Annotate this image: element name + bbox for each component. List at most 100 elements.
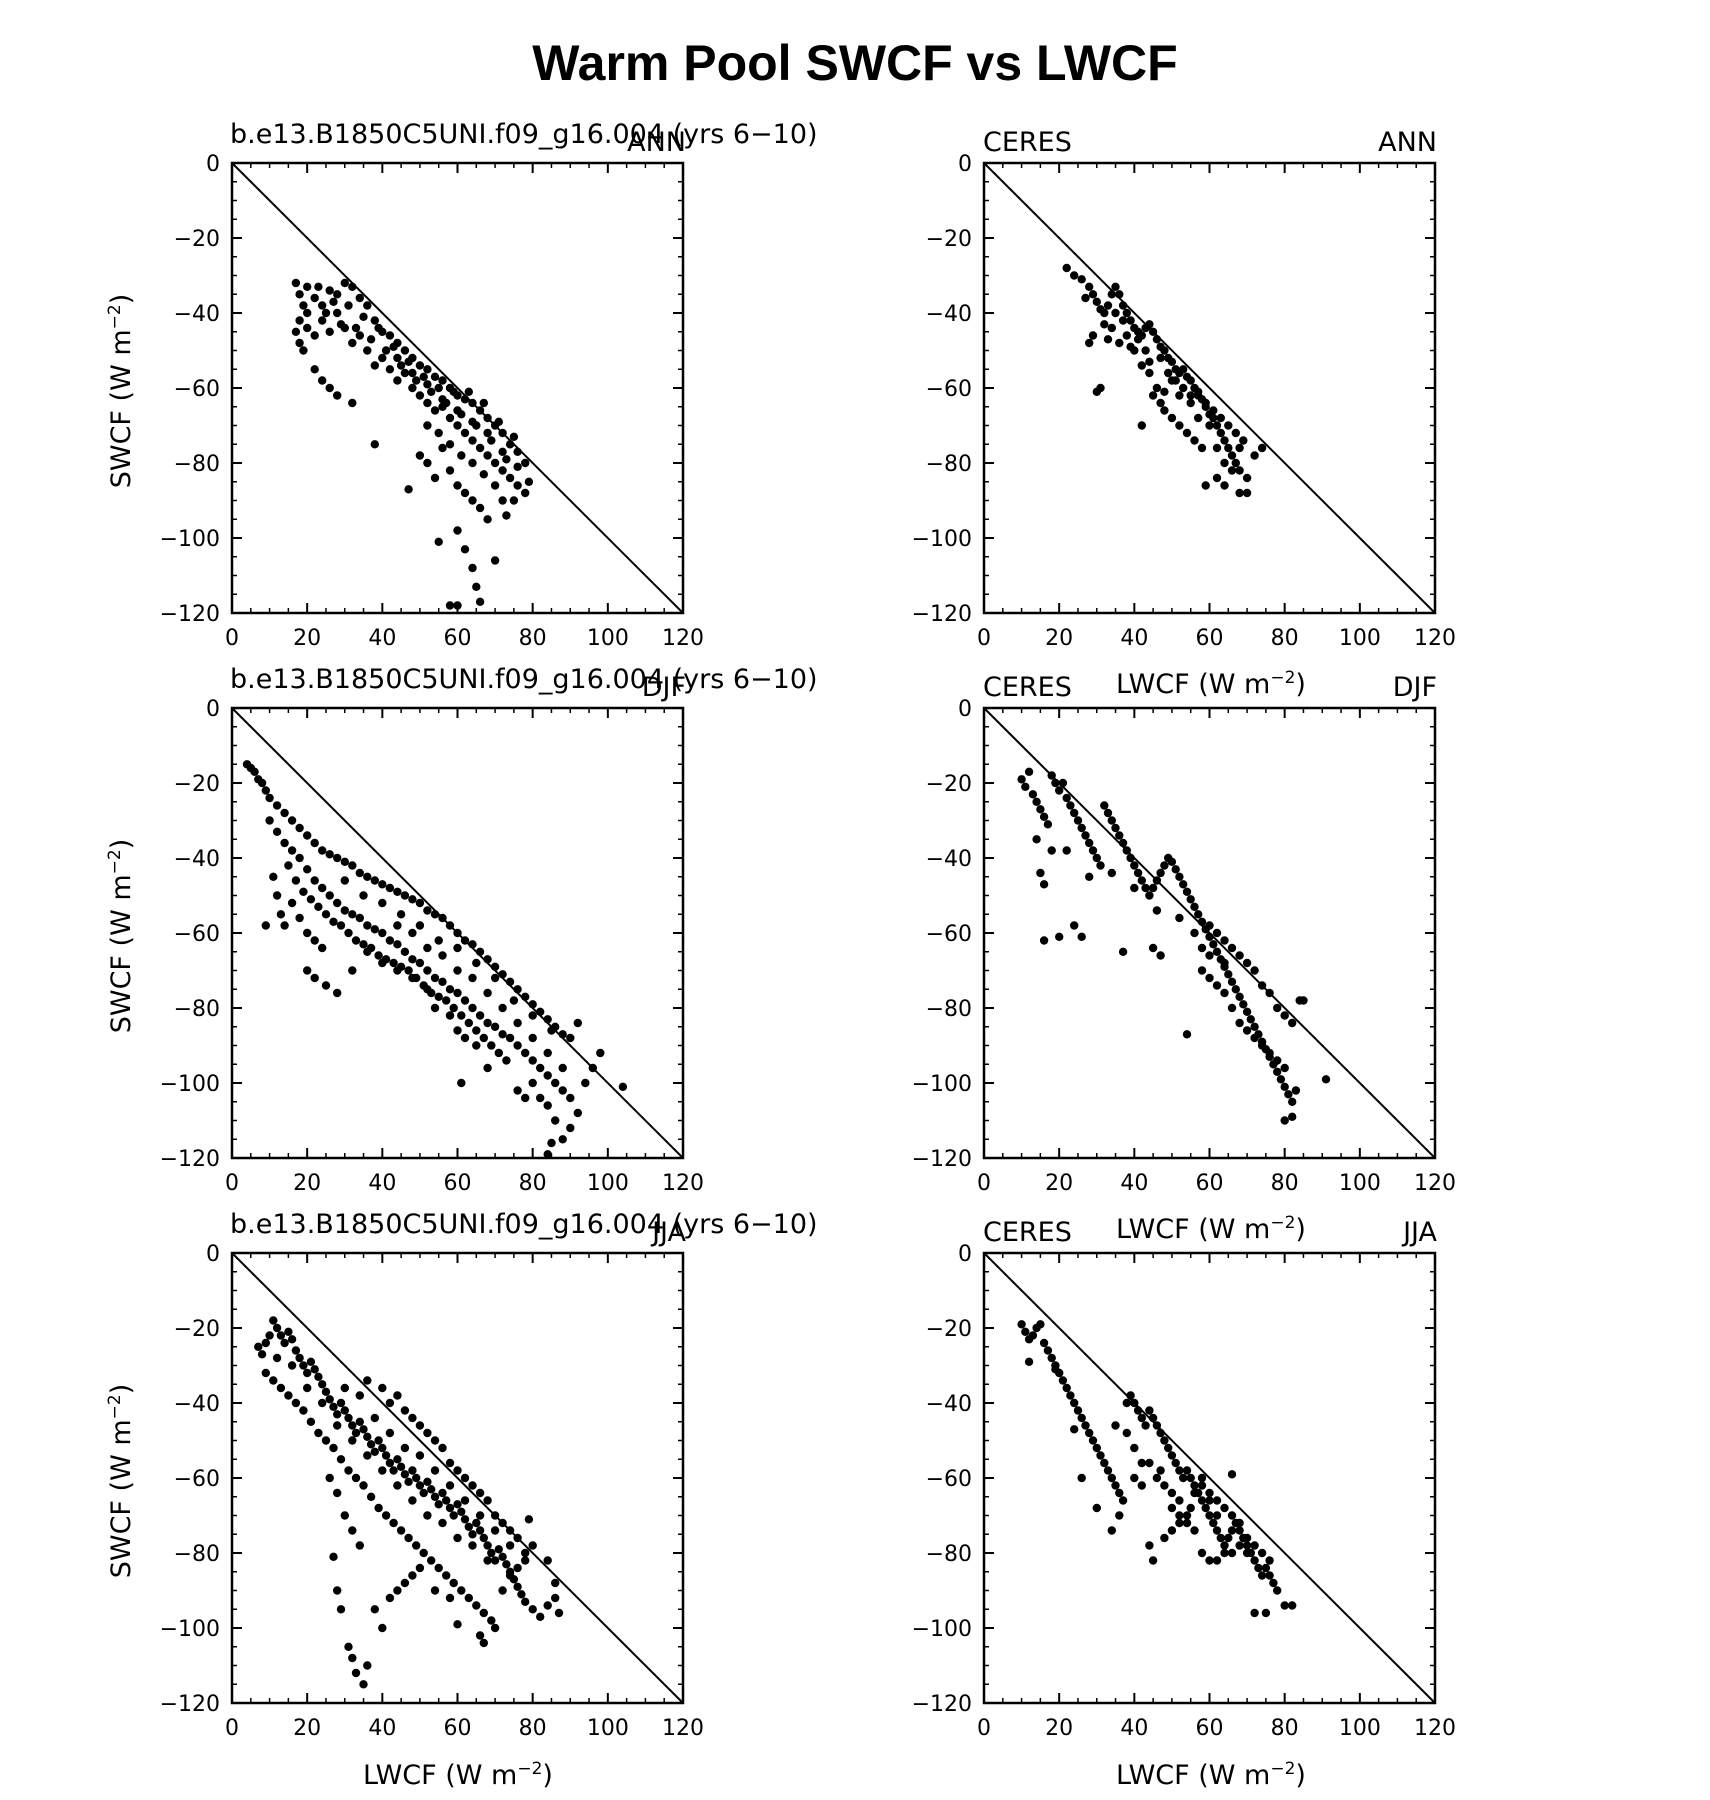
scatter-point bbox=[1242, 488, 1252, 498]
scatter-point bbox=[295, 913, 304, 923]
scatter-point bbox=[1273, 1056, 1282, 1065]
scatter-point bbox=[423, 1511, 432, 1520]
x-tick-label: 0 bbox=[225, 626, 239, 651]
scatter-point bbox=[1111, 1481, 1120, 1490]
scatter-point bbox=[1039, 1338, 1049, 1348]
axes-frame: 0 20 40 60 80 100 120 0 −20 −40 −60 −80 −100 −120 bbox=[160, 1242, 704, 1741]
scatter-point bbox=[490, 481, 500, 490]
scatter-point bbox=[303, 1383, 312, 1393]
scatter-point bbox=[1055, 932, 1064, 941]
scatter-point bbox=[1122, 308, 1132, 318]
y-tick-label: −100 bbox=[160, 1072, 220, 1097]
scatter-point bbox=[1107, 290, 1117, 299]
scatter-point bbox=[460, 428, 470, 438]
scatter-point bbox=[1227, 1003, 1237, 1013]
scatter-point bbox=[1280, 1082, 1289, 1092]
scatter-point bbox=[1133, 335, 1143, 344]
scatter-point bbox=[1209, 413, 1218, 423]
scatter-point bbox=[272, 801, 282, 810]
panel-right-label: JJA bbox=[1401, 1217, 1437, 1248]
panel-right-label: JJA bbox=[650, 1217, 686, 1248]
scatter-point bbox=[1175, 1466, 1184, 1475]
scatter-point bbox=[336, 320, 346, 329]
scatter-point bbox=[434, 537, 443, 546]
scatter-point bbox=[1227, 943, 1237, 953]
x-tick-label: 60 bbox=[1196, 1716, 1224, 1741]
scatter-point bbox=[396, 962, 406, 971]
scatter-point bbox=[1167, 1503, 1177, 1513]
scatter-point bbox=[1115, 290, 1124, 299]
scatter-point bbox=[1130, 1473, 1139, 1483]
scatter-point bbox=[487, 1616, 496, 1625]
scatter-point bbox=[468, 458, 477, 468]
scatter-point bbox=[287, 816, 297, 825]
scatter-point bbox=[415, 391, 425, 400]
scatter-point bbox=[1021, 1327, 1030, 1337]
scatter-point bbox=[1118, 947, 1128, 956]
scatter-point bbox=[423, 365, 432, 374]
scatter-point bbox=[434, 428, 443, 438]
scatter-point bbox=[1126, 316, 1135, 325]
scatter-point bbox=[1205, 1488, 1214, 1498]
scatter-point bbox=[1077, 275, 1086, 284]
scatter-point bbox=[272, 1353, 282, 1363]
scatter-point bbox=[423, 943, 432, 953]
scatter-point bbox=[351, 936, 361, 945]
scatter-point bbox=[1088, 331, 1098, 340]
scatter-point bbox=[1039, 936, 1049, 945]
scatter-point bbox=[1017, 775, 1026, 784]
y-tick-label: 0 bbox=[958, 152, 972, 177]
scatter-point bbox=[370, 925, 379, 934]
scatter-point bbox=[1197, 1496, 1207, 1505]
scatter-point bbox=[528, 1011, 537, 1020]
x-tick-label: 60 bbox=[444, 1171, 472, 1196]
scatter-point bbox=[348, 966, 357, 975]
scatter-point bbox=[1085, 282, 1094, 291]
scatter-point bbox=[1036, 1320, 1045, 1329]
scatter-point bbox=[325, 327, 334, 336]
scatter-point bbox=[524, 1515, 534, 1524]
x-tick-label: 120 bbox=[1414, 1716, 1456, 1741]
scatter-point bbox=[1288, 1097, 1297, 1107]
scatter-point bbox=[457, 1011, 466, 1020]
scatter-point bbox=[1081, 831, 1090, 840]
reference-line bbox=[983, 162, 1436, 614]
scatter-point bbox=[1257, 1548, 1267, 1558]
scatter-point bbox=[261, 1368, 270, 1378]
scatter-point bbox=[505, 1526, 515, 1535]
scatter-point bbox=[310, 838, 319, 848]
scatter-point bbox=[333, 988, 342, 998]
scatter-point bbox=[438, 376, 447, 385]
scatter-point bbox=[479, 1033, 488, 1043]
scatter-point bbox=[1194, 413, 1203, 423]
scatter-point bbox=[1299, 996, 1308, 1005]
scatter-point bbox=[1073, 816, 1083, 825]
scatter-point bbox=[566, 1093, 575, 1103]
scatter-point bbox=[378, 928, 387, 938]
scatter-point bbox=[393, 1391, 402, 1400]
scatter-point bbox=[494, 417, 503, 426]
scatter-point bbox=[490, 1511, 500, 1520]
scatter-point bbox=[521, 1556, 530, 1565]
scatter-point bbox=[1141, 883, 1150, 893]
scatter-point bbox=[1288, 1018, 1297, 1028]
scatter-point bbox=[1122, 1398, 1132, 1408]
scatter-point bbox=[1224, 1533, 1233, 1543]
scatter-point bbox=[1179, 365, 1188, 374]
scatter-point bbox=[618, 1082, 628, 1092]
panel-right-label: DJF bbox=[642, 672, 686, 703]
panel-right-label: ANN bbox=[627, 127, 686, 158]
scatter-point bbox=[468, 1481, 477, 1490]
scatter-point bbox=[475, 406, 485, 415]
scatter-point bbox=[498, 466, 507, 475]
y-tick-label: −60 bbox=[174, 377, 220, 402]
scatter-point bbox=[269, 1376, 278, 1385]
scatter-point bbox=[1118, 316, 1128, 325]
scatter-point bbox=[490, 1556, 500, 1565]
scatter-point bbox=[389, 1466, 398, 1475]
scatter-point bbox=[1220, 458, 1229, 468]
scatter-point bbox=[1179, 880, 1188, 889]
scatter-point bbox=[1077, 932, 1086, 941]
y-axis-label: SWCF (W m−2) bbox=[105, 294, 137, 489]
scatter-point bbox=[468, 1003, 477, 1013]
